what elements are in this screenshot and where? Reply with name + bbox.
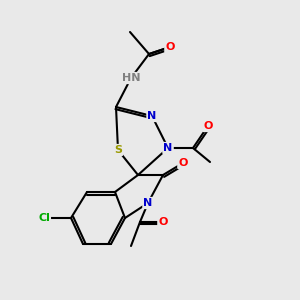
Text: N: N xyxy=(147,111,157,121)
Text: S: S xyxy=(114,145,122,155)
Text: HN: HN xyxy=(122,73,140,83)
Text: O: O xyxy=(158,217,168,227)
Text: O: O xyxy=(178,158,188,168)
Text: O: O xyxy=(165,42,175,52)
Text: N: N xyxy=(164,143,172,153)
Text: N: N xyxy=(143,198,153,208)
Text: Cl: Cl xyxy=(38,213,50,223)
Text: O: O xyxy=(203,121,213,131)
